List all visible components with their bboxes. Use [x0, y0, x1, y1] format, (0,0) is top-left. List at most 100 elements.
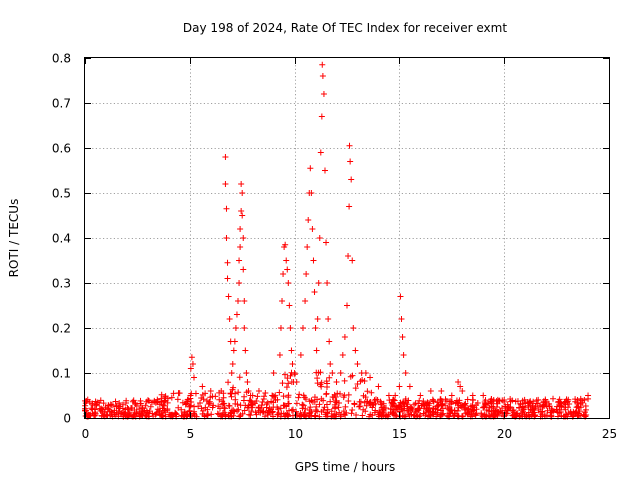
- noise-point: [228, 393, 235, 400]
- data-point: [285, 280, 292, 286]
- noise-point: [133, 402, 140, 409]
- x-axis-label: GPS time / hours: [295, 460, 396, 474]
- y-tick-label: 0.3: [52, 277, 71, 291]
- noise-point: [372, 396, 379, 403]
- noise-point: [427, 412, 434, 419]
- noise-point: [451, 412, 458, 419]
- noise-point: [178, 406, 185, 413]
- x-tick-label: 10: [288, 427, 303, 441]
- noise-point: [293, 412, 300, 419]
- noise-point: [253, 397, 260, 404]
- noise-point: [349, 407, 356, 414]
- data-point: [189, 361, 196, 367]
- noise-point: [454, 400, 461, 407]
- noise-point: [316, 401, 323, 408]
- noise-point: [154, 406, 161, 413]
- noise-point: [93, 402, 100, 409]
- noise-point: [225, 402, 232, 409]
- noise-point: [351, 400, 358, 407]
- noise-point: [119, 405, 126, 412]
- noise-point: [448, 407, 455, 414]
- noise-point: [472, 411, 479, 418]
- noise-point: [535, 396, 542, 403]
- noise-point: [457, 403, 464, 410]
- noise-point: [212, 393, 219, 400]
- data-point: [310, 257, 317, 264]
- data-point: [237, 226, 244, 232]
- noise-point: [535, 406, 542, 413]
- data-point: [543, 399, 550, 406]
- noise-point: [230, 412, 237, 419]
- noise-point: [86, 412, 93, 419]
- data-point: [396, 383, 403, 390]
- data-point: [325, 316, 332, 322]
- noise-point: [206, 400, 213, 407]
- noise-point: [300, 402, 307, 409]
- data-point: [311, 289, 318, 295]
- noise-point: [415, 405, 422, 412]
- noise-point: [116, 400, 123, 406]
- y-tick-label: 0.4: [52, 232, 71, 246]
- chart-title: Day 198 of 2024, Rate Of TEC Index for r…: [183, 21, 507, 35]
- noise-point: [277, 405, 284, 412]
- noise-point: [248, 408, 255, 415]
- data-point: [400, 352, 407, 358]
- noise-point: [279, 380, 286, 387]
- noise-point: [178, 412, 185, 419]
- data-point: [337, 370, 344, 376]
- data-point: [279, 298, 286, 304]
- data-point: [239, 212, 246, 219]
- noise-point: [125, 406, 132, 413]
- data-point: [249, 392, 256, 399]
- data-point: [222, 154, 229, 160]
- noise-point: [295, 394, 302, 401]
- noise-point: [130, 397, 137, 404]
- noise-point: [228, 407, 235, 414]
- noise-point: [143, 398, 150, 405]
- noise-point: [288, 407, 295, 414]
- data-point: [323, 239, 330, 246]
- noise-point: [548, 409, 555, 416]
- noise-point: [237, 412, 244, 419]
- y-tick-label: 0.2: [52, 322, 71, 336]
- data-point: [522, 399, 529, 406]
- data-point: [375, 383, 382, 390]
- data-point: [240, 235, 247, 241]
- noise-point: [550, 395, 557, 402]
- data-point: [226, 316, 233, 322]
- noise-point: [328, 408, 335, 415]
- data-point: [312, 325, 319, 331]
- data-point: [354, 361, 361, 367]
- noise-point: [408, 405, 415, 412]
- noise-point: [174, 396, 181, 403]
- noise-point: [363, 402, 370, 409]
- noise-point: [221, 405, 228, 412]
- noise-point: [209, 404, 216, 411]
- y-tick-labels: 0 0.1 0.2 0.3 0.4 0.5 0.6 0.7 0.8: [52, 52, 71, 426]
- noise-point: [284, 411, 291, 418]
- noise-point: [420, 410, 427, 417]
- data-point: [459, 388, 466, 394]
- noise-point: [532, 403, 539, 410]
- noise-point: [101, 411, 108, 418]
- noise-point: [252, 409, 259, 416]
- noise-point: [311, 412, 318, 419]
- y-tick-label: 0.8: [52, 52, 71, 66]
- noise-point: [283, 384, 290, 391]
- noise-point: [266, 405, 273, 412]
- data-point: [277, 325, 284, 331]
- data-point: [427, 388, 434, 394]
- noise-point: [557, 408, 564, 415]
- noise-point: [366, 399, 373, 406]
- data-point: [333, 379, 340, 385]
- noise-point: [113, 403, 120, 410]
- noise-point: [371, 397, 378, 404]
- data-point: [397, 293, 404, 300]
- data-points: [187, 61, 592, 406]
- noise-point: [220, 394, 227, 401]
- noise-point: [323, 390, 330, 397]
- noise-point: [136, 406, 143, 413]
- noise-point: [336, 409, 343, 416]
- data-point: [302, 298, 309, 304]
- data-point: [319, 61, 326, 68]
